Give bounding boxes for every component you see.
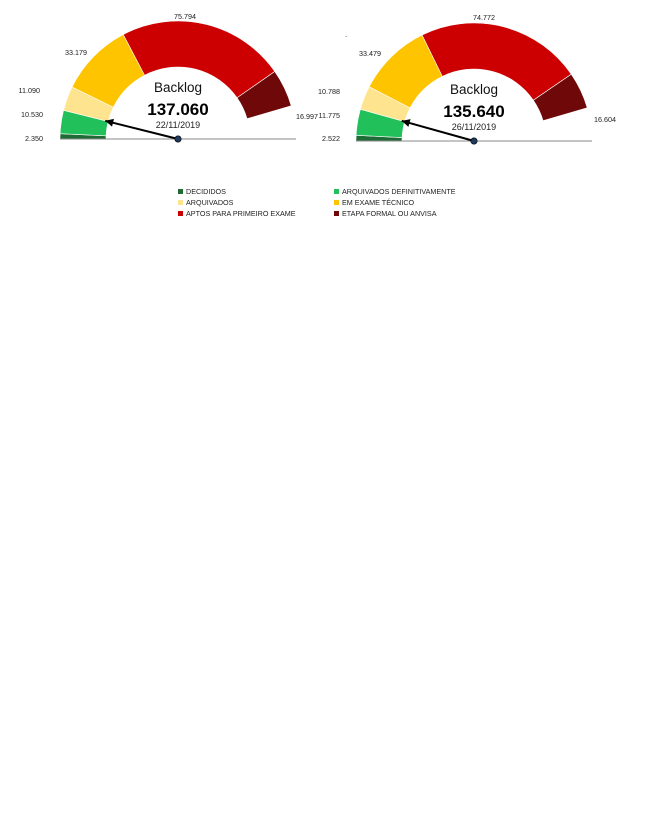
segment-value-label: 10.530: [21, 110, 43, 119]
segment-value-label: 74.772: [473, 13, 495, 22]
segment-value-label: 16.604: [594, 115, 616, 124]
gauge-needle: [401, 119, 475, 142]
legend-label: DECIDIDOS: [186, 186, 226, 196]
gauge-chart: 2.350 10.530 11.090 33.179 75.794 16.997 Backl…: [19, 12, 318, 143]
gauge-title: Backlog: [154, 80, 202, 95]
segment-value-label: 2.522: [322, 134, 340, 143]
legend-item-arquivados: ARQUIVADOS: [178, 197, 334, 207]
legend-item-decididos: DECIDIDOS: [178, 186, 334, 196]
gauge-total: 135.640: [443, 102, 504, 121]
legend-label: ETAPA FORMAL OU ANVISA: [342, 208, 437, 218]
needle-arrowhead: [401, 119, 411, 127]
legend-swatch: [334, 210, 339, 216]
legend-item-arquivados-definitivamente: ARQUIVADOS DEFINITIVAMENTE: [334, 186, 498, 196]
legend-item-em-exame-tecnico: EM EXAME TÉCNICO: [334, 197, 498, 207]
segment-value-label: 2.350: [25, 134, 43, 143]
legend-item-etapa-formal-ou-anvisa: ETAPA FORMAL OU ANVISA: [334, 208, 498, 218]
gauge-date: 22/11/2019: [156, 120, 200, 130]
legend-swatch: [178, 210, 183, 216]
needle-pivot: [470, 137, 478, 145]
legend: DECIDIDOS ARQUIVADOS DEFINITIVAMENTE ARQ…: [178, 186, 498, 218]
legend-label: ARQUIVADOS: [186, 197, 234, 207]
needle-pivot: [174, 135, 182, 143]
legend-item-aptos-para-primeiro-exame: APTOS PARA PRIMEIRO EXAME: [178, 208, 334, 218]
segment-value-label: 10.788: [318, 87, 340, 96]
segment-value-label: 11.090: [19, 86, 40, 95]
gauge-title: Backlog: [450, 82, 498, 97]
gauge-segment: [532, 73, 588, 122]
legend-swatch: [334, 199, 339, 205]
needle-arrowhead: [105, 118, 114, 127]
segment-value-label: 75.794: [174, 12, 196, 21]
segment-value-label: 11.775: [319, 111, 340, 120]
legend-swatch: [178, 188, 183, 194]
gauge-needle: [105, 119, 179, 140]
gauge-charts: 2.350 10.530 11.090 33.179 75.794 16.997 Backl…: [19, 12, 616, 145]
gauge-total: 137.060: [147, 100, 208, 119]
gauge-segment: [236, 71, 292, 120]
gauge-chart: 2.522 11.775 10.788 33.479 74.772 16.604 Backl…: [318, 13, 616, 145]
legend-swatch: [178, 199, 183, 205]
legend-label: EM EXAME TÉCNICO: [342, 197, 415, 207]
stray-dot: .: [345, 30, 348, 39]
segment-value-label: 33.179: [65, 48, 87, 57]
legend-label: ARQUIVADOS DEFINITIVAMENTE: [342, 186, 456, 196]
gauge-date: 26/11/2019: [452, 122, 496, 132]
segment-value-label: 33.479: [359, 49, 381, 58]
legend-label: APTOS PARA PRIMEIRO EXAME: [186, 208, 296, 218]
legend-swatch: [334, 188, 339, 194]
segment-value-label: 16.997: [296, 112, 318, 121]
